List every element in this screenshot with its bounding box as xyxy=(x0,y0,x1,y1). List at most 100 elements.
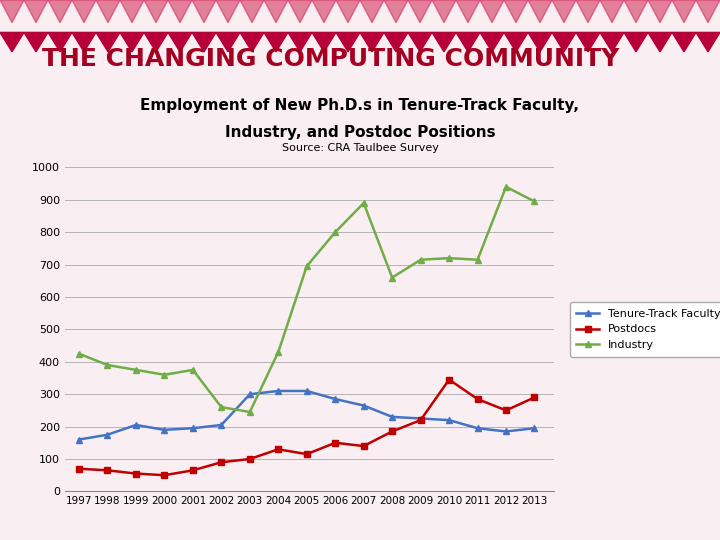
Polygon shape xyxy=(432,32,456,52)
Postdocs xyxy=(160,472,168,478)
Tenure-Track Faculty xyxy=(132,422,140,428)
Polygon shape xyxy=(672,32,696,52)
Postdocs xyxy=(388,428,397,435)
Polygon shape xyxy=(456,0,480,23)
Polygon shape xyxy=(360,0,384,23)
Postdocs xyxy=(530,394,539,401)
Tenure-Track Faculty xyxy=(331,396,340,402)
Postdocs xyxy=(331,440,340,446)
Polygon shape xyxy=(504,32,528,52)
Postdocs xyxy=(274,446,283,453)
Industry xyxy=(103,362,112,368)
Industry xyxy=(445,255,454,261)
Tenure-Track Faculty xyxy=(302,388,311,394)
Polygon shape xyxy=(576,0,600,23)
Tenure-Track Faculty xyxy=(473,425,482,431)
Legend: Tenure-Track Faculty, Postdocs, Industry: Tenure-Track Faculty, Postdocs, Industry xyxy=(570,302,720,356)
Tenure-Track Faculty xyxy=(189,425,197,431)
Polygon shape xyxy=(648,32,672,52)
Polygon shape xyxy=(240,0,264,23)
Postdocs xyxy=(473,396,482,402)
Industry xyxy=(331,229,340,235)
Industry xyxy=(246,409,254,415)
Polygon shape xyxy=(528,32,552,52)
Tenure-Track Faculty xyxy=(274,388,283,394)
Polygon shape xyxy=(672,0,696,23)
Industry xyxy=(189,367,197,373)
Polygon shape xyxy=(408,32,432,52)
Polygon shape xyxy=(624,32,648,52)
Industry xyxy=(388,274,397,281)
Polygon shape xyxy=(120,32,144,52)
Polygon shape xyxy=(552,32,576,52)
Postdocs xyxy=(217,459,225,465)
Text: Industry, and Postdoc Positions: Industry, and Postdoc Positions xyxy=(225,125,495,140)
Industry xyxy=(302,263,311,269)
Polygon shape xyxy=(192,32,216,52)
Postdocs xyxy=(502,407,510,414)
Text: Source: CRA Taulbee Survey: Source: CRA Taulbee Survey xyxy=(282,143,438,153)
Postdocs xyxy=(246,456,254,462)
Polygon shape xyxy=(504,0,528,23)
Industry xyxy=(132,367,140,373)
Polygon shape xyxy=(24,32,48,52)
Industry xyxy=(473,256,482,263)
Polygon shape xyxy=(336,32,360,52)
Polygon shape xyxy=(0,0,24,23)
Polygon shape xyxy=(480,0,504,23)
Tenure-Track Faculty xyxy=(160,427,168,433)
Tenure-Track Faculty xyxy=(530,425,539,431)
Polygon shape xyxy=(624,0,648,23)
Polygon shape xyxy=(192,0,216,23)
Tenure-Track Faculty xyxy=(416,415,425,422)
Postdocs xyxy=(302,451,311,457)
Polygon shape xyxy=(264,32,288,52)
Polygon shape xyxy=(408,0,432,23)
Polygon shape xyxy=(168,32,192,52)
Polygon shape xyxy=(336,0,360,23)
Polygon shape xyxy=(96,0,120,23)
Polygon shape xyxy=(72,0,96,23)
Postdocs xyxy=(132,470,140,477)
Polygon shape xyxy=(552,0,576,23)
Industry xyxy=(416,256,425,263)
Polygon shape xyxy=(600,32,624,52)
Tenure-Track Faculty xyxy=(103,431,112,438)
Polygon shape xyxy=(120,0,144,23)
Industry xyxy=(75,350,84,357)
Industry xyxy=(160,372,168,378)
Line: Postdocs: Postdocs xyxy=(76,377,537,478)
Postdocs xyxy=(75,465,84,472)
Polygon shape xyxy=(144,0,168,23)
Polygon shape xyxy=(384,0,408,23)
Industry xyxy=(217,404,225,410)
Polygon shape xyxy=(696,0,720,23)
Tenure-Track Faculty xyxy=(75,436,84,443)
Tenure-Track Faculty xyxy=(359,402,368,409)
Line: Tenure-Track Faculty: Tenure-Track Faculty xyxy=(76,388,538,443)
Polygon shape xyxy=(144,32,168,52)
Polygon shape xyxy=(288,0,312,23)
Polygon shape xyxy=(48,0,72,23)
Tenure-Track Faculty xyxy=(445,417,454,423)
Postdocs xyxy=(103,467,112,474)
Industry xyxy=(502,184,510,190)
Polygon shape xyxy=(0,32,24,52)
Polygon shape xyxy=(240,32,264,52)
Tenure-Track Faculty xyxy=(246,391,254,397)
Polygon shape xyxy=(576,32,600,52)
Postdocs xyxy=(445,376,454,383)
Polygon shape xyxy=(264,0,288,23)
Polygon shape xyxy=(288,32,312,52)
Polygon shape xyxy=(432,0,456,23)
Polygon shape xyxy=(384,32,408,52)
Polygon shape xyxy=(696,32,720,52)
Tenure-Track Faculty xyxy=(217,422,225,428)
Industry xyxy=(359,200,368,206)
Polygon shape xyxy=(600,0,624,23)
Line: Industry: Industry xyxy=(76,184,538,415)
Polygon shape xyxy=(96,32,120,52)
Polygon shape xyxy=(528,0,552,23)
Tenure-Track Faculty xyxy=(388,414,397,420)
Polygon shape xyxy=(24,0,48,23)
